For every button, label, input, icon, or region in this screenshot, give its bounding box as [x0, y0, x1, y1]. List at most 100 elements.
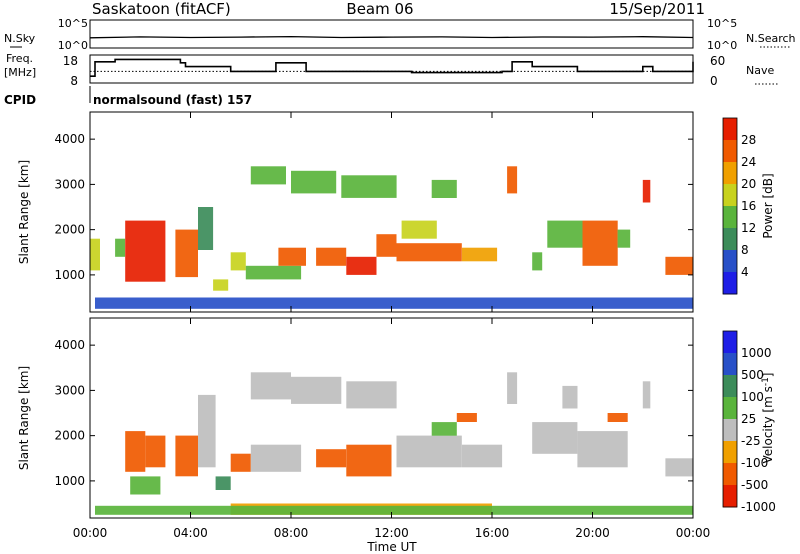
power-colorbar-swatch: [723, 206, 737, 229]
power-cell: [507, 166, 518, 194]
velocity-colorbar-tick: 25: [741, 412, 756, 426]
power-y-ticks: 1000 2000 3000 4000: [54, 132, 693, 282]
velocity-ylabel: Slant Range [km]: [17, 366, 31, 470]
time-tick-label: 12:00: [374, 526, 409, 540]
time-tick-label: 04:00: [173, 526, 208, 540]
power-cell: [245, 265, 302, 280]
power-colorbar-tick: 24: [741, 155, 756, 169]
power-ytick-label: 1000: [54, 268, 85, 282]
time-tick-label: 16:00: [475, 526, 510, 540]
velocity-ytick-label: 4000: [54, 338, 85, 352]
noise-sky-series: [89, 35, 694, 39]
velocity-colorbar-swatch: [723, 353, 737, 376]
noise-right-tick-bottom: 10^0: [707, 39, 737, 52]
power-cell: [461, 247, 498, 262]
power-colorbar-tick: 16: [741, 199, 756, 213]
velocity-colorbar-swatch: [723, 485, 737, 508]
velocity-cell: [431, 422, 457, 436]
power-cell: [316, 247, 347, 266]
power-colorbar-swatch: [723, 184, 737, 207]
power-cell: [401, 220, 437, 239]
power-cell: [341, 175, 397, 198]
cpid-value: normalsound (fast) 157: [93, 93, 252, 107]
station-title: Saskatoon (fitACF): [92, 0, 231, 18]
power-heatmap: [90, 166, 693, 309]
velocity-cell: [607, 413, 628, 422]
velocity-colorbar-tick: 100: [741, 390, 764, 404]
time-axis-ticks: 00:00 04:00 08:00 12:00 16:00 20:00 00:00: [73, 112, 711, 540]
velocity-cell: [198, 394, 216, 468]
velocity-panel-bg: [90, 318, 693, 518]
velocity-cell: [532, 422, 578, 454]
power-cell: [278, 247, 306, 266]
velocity-colorbar-swatch: [723, 463, 737, 486]
power-cell: [125, 220, 166, 282]
velocity-cell: [577, 431, 628, 468]
velocity-ytick-label: 3000: [54, 383, 85, 397]
velocity-cell: [316, 449, 347, 468]
velocity-colorbar-tick: -1000: [741, 500, 776, 514]
noise-left-tick-bottom: 10^0: [58, 39, 88, 52]
velocity-colorbar-tick: -25: [741, 434, 761, 448]
velocity-colorbar-tick: 1000: [741, 346, 772, 360]
beam-title: Beam 06: [346, 0, 413, 18]
time-tick-label: 00:00: [676, 526, 711, 540]
velocity-ytick-label: 2000: [54, 429, 85, 443]
velocity-cell: [642, 381, 651, 409]
freq-right-tick-top: 60: [710, 54, 725, 68]
power-cell: [230, 252, 246, 271]
power-colorbar-tick: 8: [741, 243, 749, 257]
noise-right-tick-top: 10^5: [707, 17, 737, 30]
velocity-cell: [461, 444, 503, 468]
cpid-label: CPID: [4, 93, 36, 107]
velocity-colorbar-swatch: [723, 331, 737, 354]
power-ytick-label: 2000: [54, 223, 85, 237]
date-title: 15/Sep/2011: [609, 0, 705, 18]
time-tick-label: 20:00: [575, 526, 610, 540]
velocity-y-ticks: 1000 2000 3000 4000: [54, 338, 693, 488]
power-colorbar-label: Power [dB]: [761, 173, 775, 238]
velocity-cell: [215, 476, 231, 490]
power-cell: [431, 179, 457, 198]
power-cell: [175, 229, 198, 278]
velocity-cell: [250, 444, 302, 472]
power-cell: [582, 220, 618, 266]
freq-series: [90, 58, 694, 77]
velocity-colorbar-tick: 500: [741, 368, 764, 382]
noise-right-label: N.Search: [746, 32, 796, 45]
power-panel: 1000 2000 3000 4000 Slant Range [km]: [17, 111, 694, 313]
freq-right-label: Nave: [746, 64, 774, 77]
power-ylabel: Slant Range [km]: [17, 160, 31, 264]
noise-left-label: N.Sky: [4, 32, 36, 45]
power-colorbar: 28 24 20 16 12 8 4: [722, 117, 756, 295]
time-axis-label: Time UT: [366, 540, 417, 554]
velocity-cell: [456, 413, 477, 422]
power-colorbar-tick: 28: [741, 133, 756, 147]
power-cell: [291, 170, 337, 194]
velocity-panel: 1000 2000 3000 4000 Slant Range [km]: [17, 317, 694, 519]
power-cell: [90, 238, 100, 271]
power-colorbar-tick: 4: [741, 265, 749, 279]
velocity-colorbar-tick: -100: [741, 456, 768, 470]
power-colorbar-tick: 20: [741, 177, 756, 191]
power-ytick-label: 3000: [54, 177, 85, 191]
power-cell: [376, 234, 397, 257]
power-cell: [198, 207, 214, 250]
power-colorbar-swatch: [723, 250, 737, 273]
power-colorbar-frame: [722, 117, 738, 295]
power-cell: [547, 220, 583, 248]
time-tick-label: 08:00: [274, 526, 309, 540]
power-cell: [250, 166, 286, 185]
power-ytick-label: 4000: [54, 132, 85, 146]
velocity-colorbar: 1000 500 100 25 -25 -100 -500 -1000: [722, 330, 776, 514]
power-cell: [665, 256, 693, 275]
velocity-heatmap: [95, 372, 693, 515]
power-cell: [213, 279, 229, 291]
velocity-cell: [250, 372, 291, 400]
velocity-colorbar-tick: -500: [741, 478, 768, 492]
power-cell: [346, 256, 377, 275]
freq-left-tick-bottom: 8: [70, 74, 78, 88]
power-colorbar-tick: 12: [741, 221, 756, 235]
power-colorbar-swatch: [723, 118, 737, 141]
